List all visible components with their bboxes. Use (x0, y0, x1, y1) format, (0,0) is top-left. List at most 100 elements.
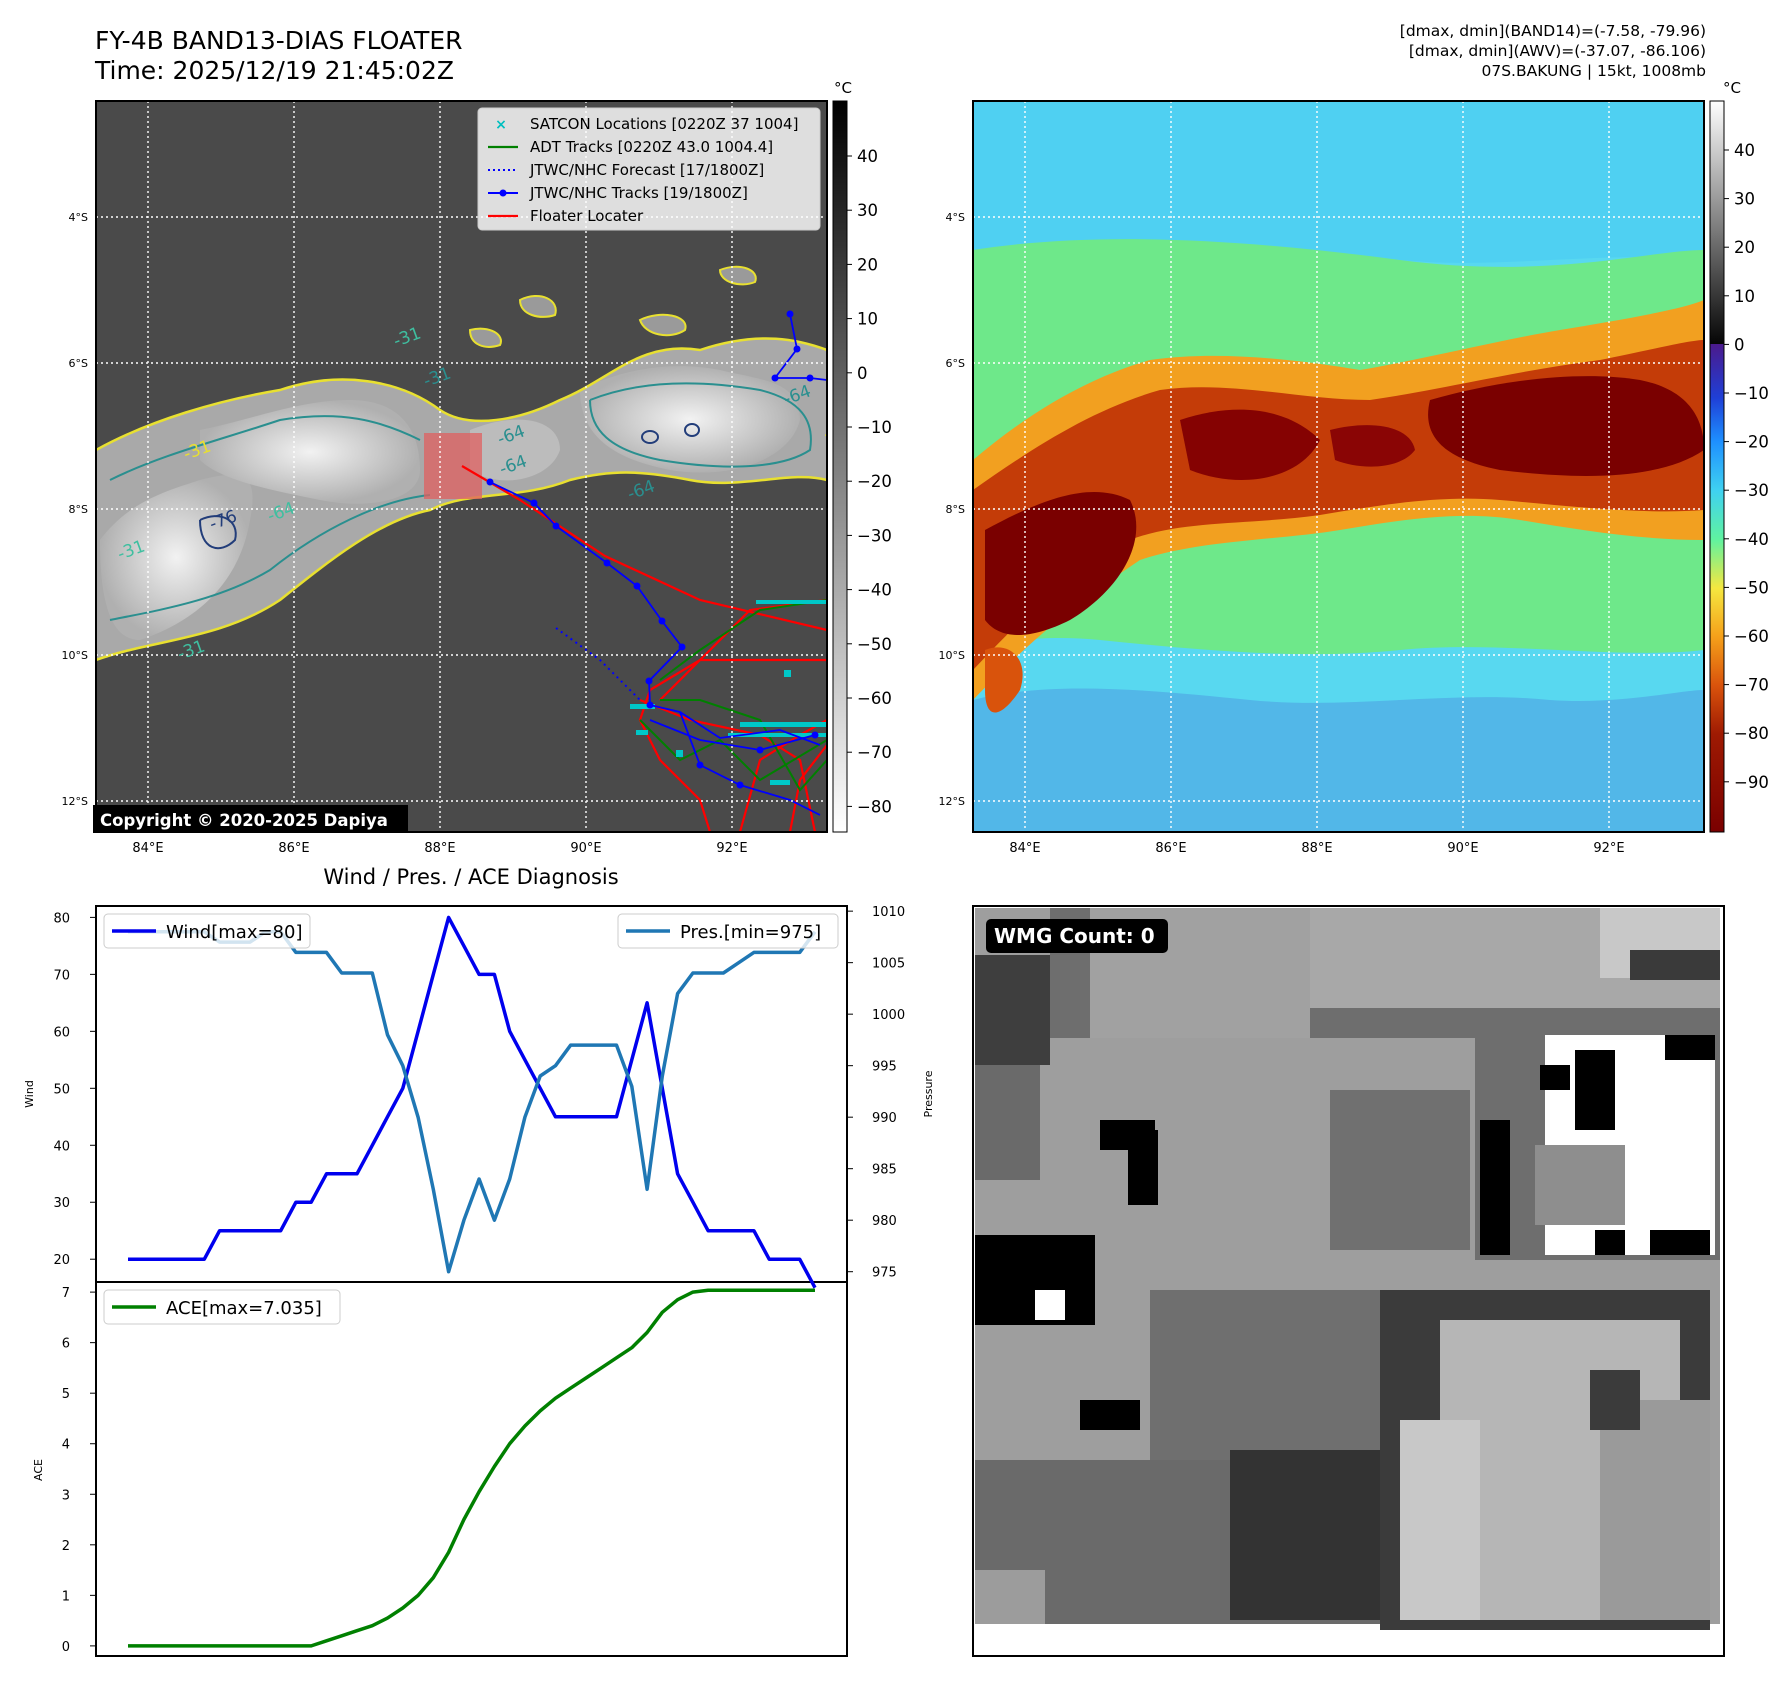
colorbar-tick-label: −50 (857, 635, 892, 654)
colorbar-tick-label: −30 (857, 526, 892, 545)
time-label: Time: 2025/12/19 21:45:02Z (95, 56, 454, 85)
colorbar-tick-label: −10 (857, 418, 892, 437)
y2-tick-label: 995 (872, 1060, 897, 1075)
y-tick-label: 7 (62, 1286, 70, 1301)
y-tick-label: 70 (53, 968, 70, 983)
legend-label: JTWC/NHC Forecast [17/1800Z] (529, 161, 764, 179)
pressure-axis-label: Pressure (922, 1070, 935, 1117)
colorbar-tick-label: 0 (857, 364, 868, 383)
lat-label: 12°S (939, 795, 965, 808)
ace-legend: ACE[max=7.035] (103, 1289, 341, 1325)
lat-label: 8°S (946, 503, 965, 516)
legend-label: Floater Locater (530, 207, 644, 225)
y2-tick-label: 975 (872, 1266, 897, 1281)
diag-title: Wind / Pres. / ACE Diagnosis (323, 865, 618, 889)
colorbar-tick-label: −80 (857, 797, 892, 816)
pressure-legend-label: Pres.[min=975] (680, 922, 821, 943)
colorbar-tick-label: −50 (1734, 578, 1769, 597)
colorbar-tick-label: −20 (1734, 433, 1769, 452)
lon-label: 88°E (424, 841, 455, 856)
y-tick-label: 20 (53, 1253, 70, 1268)
ir-legend: × SATCON Locations [0220Z 37 1004] ADT Tra… (477, 107, 821, 231)
lat-label: 12°S (62, 795, 88, 808)
wmg-count-label: WMG Count: 0 (994, 924, 1155, 948)
colorbar-tick-label: 0 (1734, 335, 1745, 354)
wv-colorbar: °C 40 30 20 10 0 −10 −20 −30 −40 −50 −60 −70 −80 −90 (1709, 79, 1769, 833)
y-tick-label: 3 (62, 1488, 70, 1503)
y2-tick-label: 985 (872, 1163, 897, 1178)
adt-tracks (639, 599, 827, 792)
y-tick-label: 80 (53, 911, 70, 926)
y-tick-label: 40 (53, 1139, 70, 1154)
y-tick-label: 4 (62, 1438, 70, 1453)
wv-gridlines (973, 101, 1704, 832)
lat-label: 8°S (69, 503, 88, 516)
y-tick-label: 5 (62, 1387, 70, 1402)
colorbar-tick-label: −60 (857, 689, 892, 708)
colorbar-tick-label: −30 (1734, 481, 1769, 500)
info-line-2: [dmax, dmin](AWV)=(-37.07, -86.106) (1408, 42, 1706, 60)
colorbar-tick-label: 30 (857, 201, 878, 220)
colorbar-tick-label: −80 (1734, 724, 1769, 743)
contour-label: -31 (821, 416, 854, 444)
colorbar-tick-label: 10 (1734, 287, 1755, 306)
diagnosis-panel: Wind / Pres. / ACE Diagnosis Wind Pressu… (23, 865, 935, 1657)
colorbar-tick-label: 10 (857, 310, 878, 329)
wind-axis-label: Wind (23, 1080, 36, 1108)
y-tick-label: 30 (53, 1196, 70, 1211)
ace-axis-label: ACE (32, 1459, 45, 1481)
floater-box (424, 433, 482, 499)
y-tick-label: 0 (62, 1640, 70, 1655)
ir-image-panel: -31-31-64-64-76-64-31-64-64-31-31-31 ×SA… (62, 100, 854, 856)
colorbar-tick-label: −70 (857, 743, 892, 762)
ace-series-line (128, 1288, 815, 1648)
copyright-box (93, 805, 408, 833)
y2-tick-label: 1000 (872, 1008, 905, 1023)
legend-label: SATCON Locations [0220Z 37 1004] (530, 115, 798, 133)
lon-label: 92°E (1593, 841, 1624, 856)
wind-legend: Wind[max=80] (103, 913, 311, 949)
lat-label: 6°S (946, 357, 965, 370)
colorbar-tick-label: 30 (1734, 190, 1755, 209)
lat-label: 4°S (69, 211, 88, 224)
lon-label: 86°E (1155, 841, 1186, 856)
colorbar-tick-label: −40 (1734, 530, 1769, 549)
colorbar-tick-label: 20 (857, 255, 878, 274)
legend-entry: JTWC/NHC Tracks [19/1800Z] (488, 184, 748, 202)
colorbar-tick-label: 20 (1734, 238, 1755, 257)
wmg-grid-image (975, 908, 1720, 1630)
wind-series-line (128, 915, 817, 1289)
y2-tick-label: 1010 (872, 905, 905, 920)
ace-legend-label: ACE[max=7.035] (166, 1298, 322, 1319)
colorbar-tick-label: −10 (1734, 384, 1769, 403)
wmg-panel: WMG Count: 0 (972, 905, 1725, 1657)
colorbar-tick-label: −20 (857, 472, 892, 491)
jtwc-forecast-track (555, 627, 641, 701)
y2-tick-label: 980 (872, 1214, 897, 1229)
y-tick-label: 1 (62, 1589, 70, 1604)
lat-label: 10°S (62, 649, 88, 662)
lon-label: 90°E (570, 841, 601, 856)
lat-label: 10°S (939, 649, 965, 662)
lat-label: 6°S (69, 357, 88, 370)
lat-label: 4°S (946, 211, 965, 224)
lon-label: 86°E (278, 841, 309, 856)
y-tick-label: 50 (53, 1082, 70, 1097)
copyright-label: Copyright © 2020-2025 Dapiya (100, 811, 388, 830)
y2-tick-label: 1005 (872, 957, 905, 972)
lon-label: 84°E (132, 841, 163, 856)
colorbar-tick-label: 40 (1734, 141, 1755, 160)
info-line-1: [dmax, dmin](BAND14)=(-7.58, -79.96) (1399, 22, 1706, 40)
y-tick-label: 6 (62, 1337, 70, 1352)
y-tick-label: 2 (62, 1539, 70, 1554)
legend-entry: JTWC/NHC Forecast [17/1800Z] (488, 161, 764, 179)
ir-colorbar: °C 40 30 20 10 0 −10 −20 −30 −40 −50 −60 −70 −80 (832, 79, 892, 833)
legend-entry: ADT Tracks [0220Z 43.0 1004.4] (488, 138, 773, 156)
info-line-3: 07S.BAKUNG | 15kt, 1008mb (1481, 62, 1706, 80)
wmg-count-badge (986, 919, 1168, 953)
wind-legend-label: Wind[max=80] (166, 922, 303, 943)
y-tick-label: 60 (53, 1025, 70, 1040)
legend-dot (499, 189, 507, 197)
lon-label: 84°E (1009, 841, 1040, 856)
